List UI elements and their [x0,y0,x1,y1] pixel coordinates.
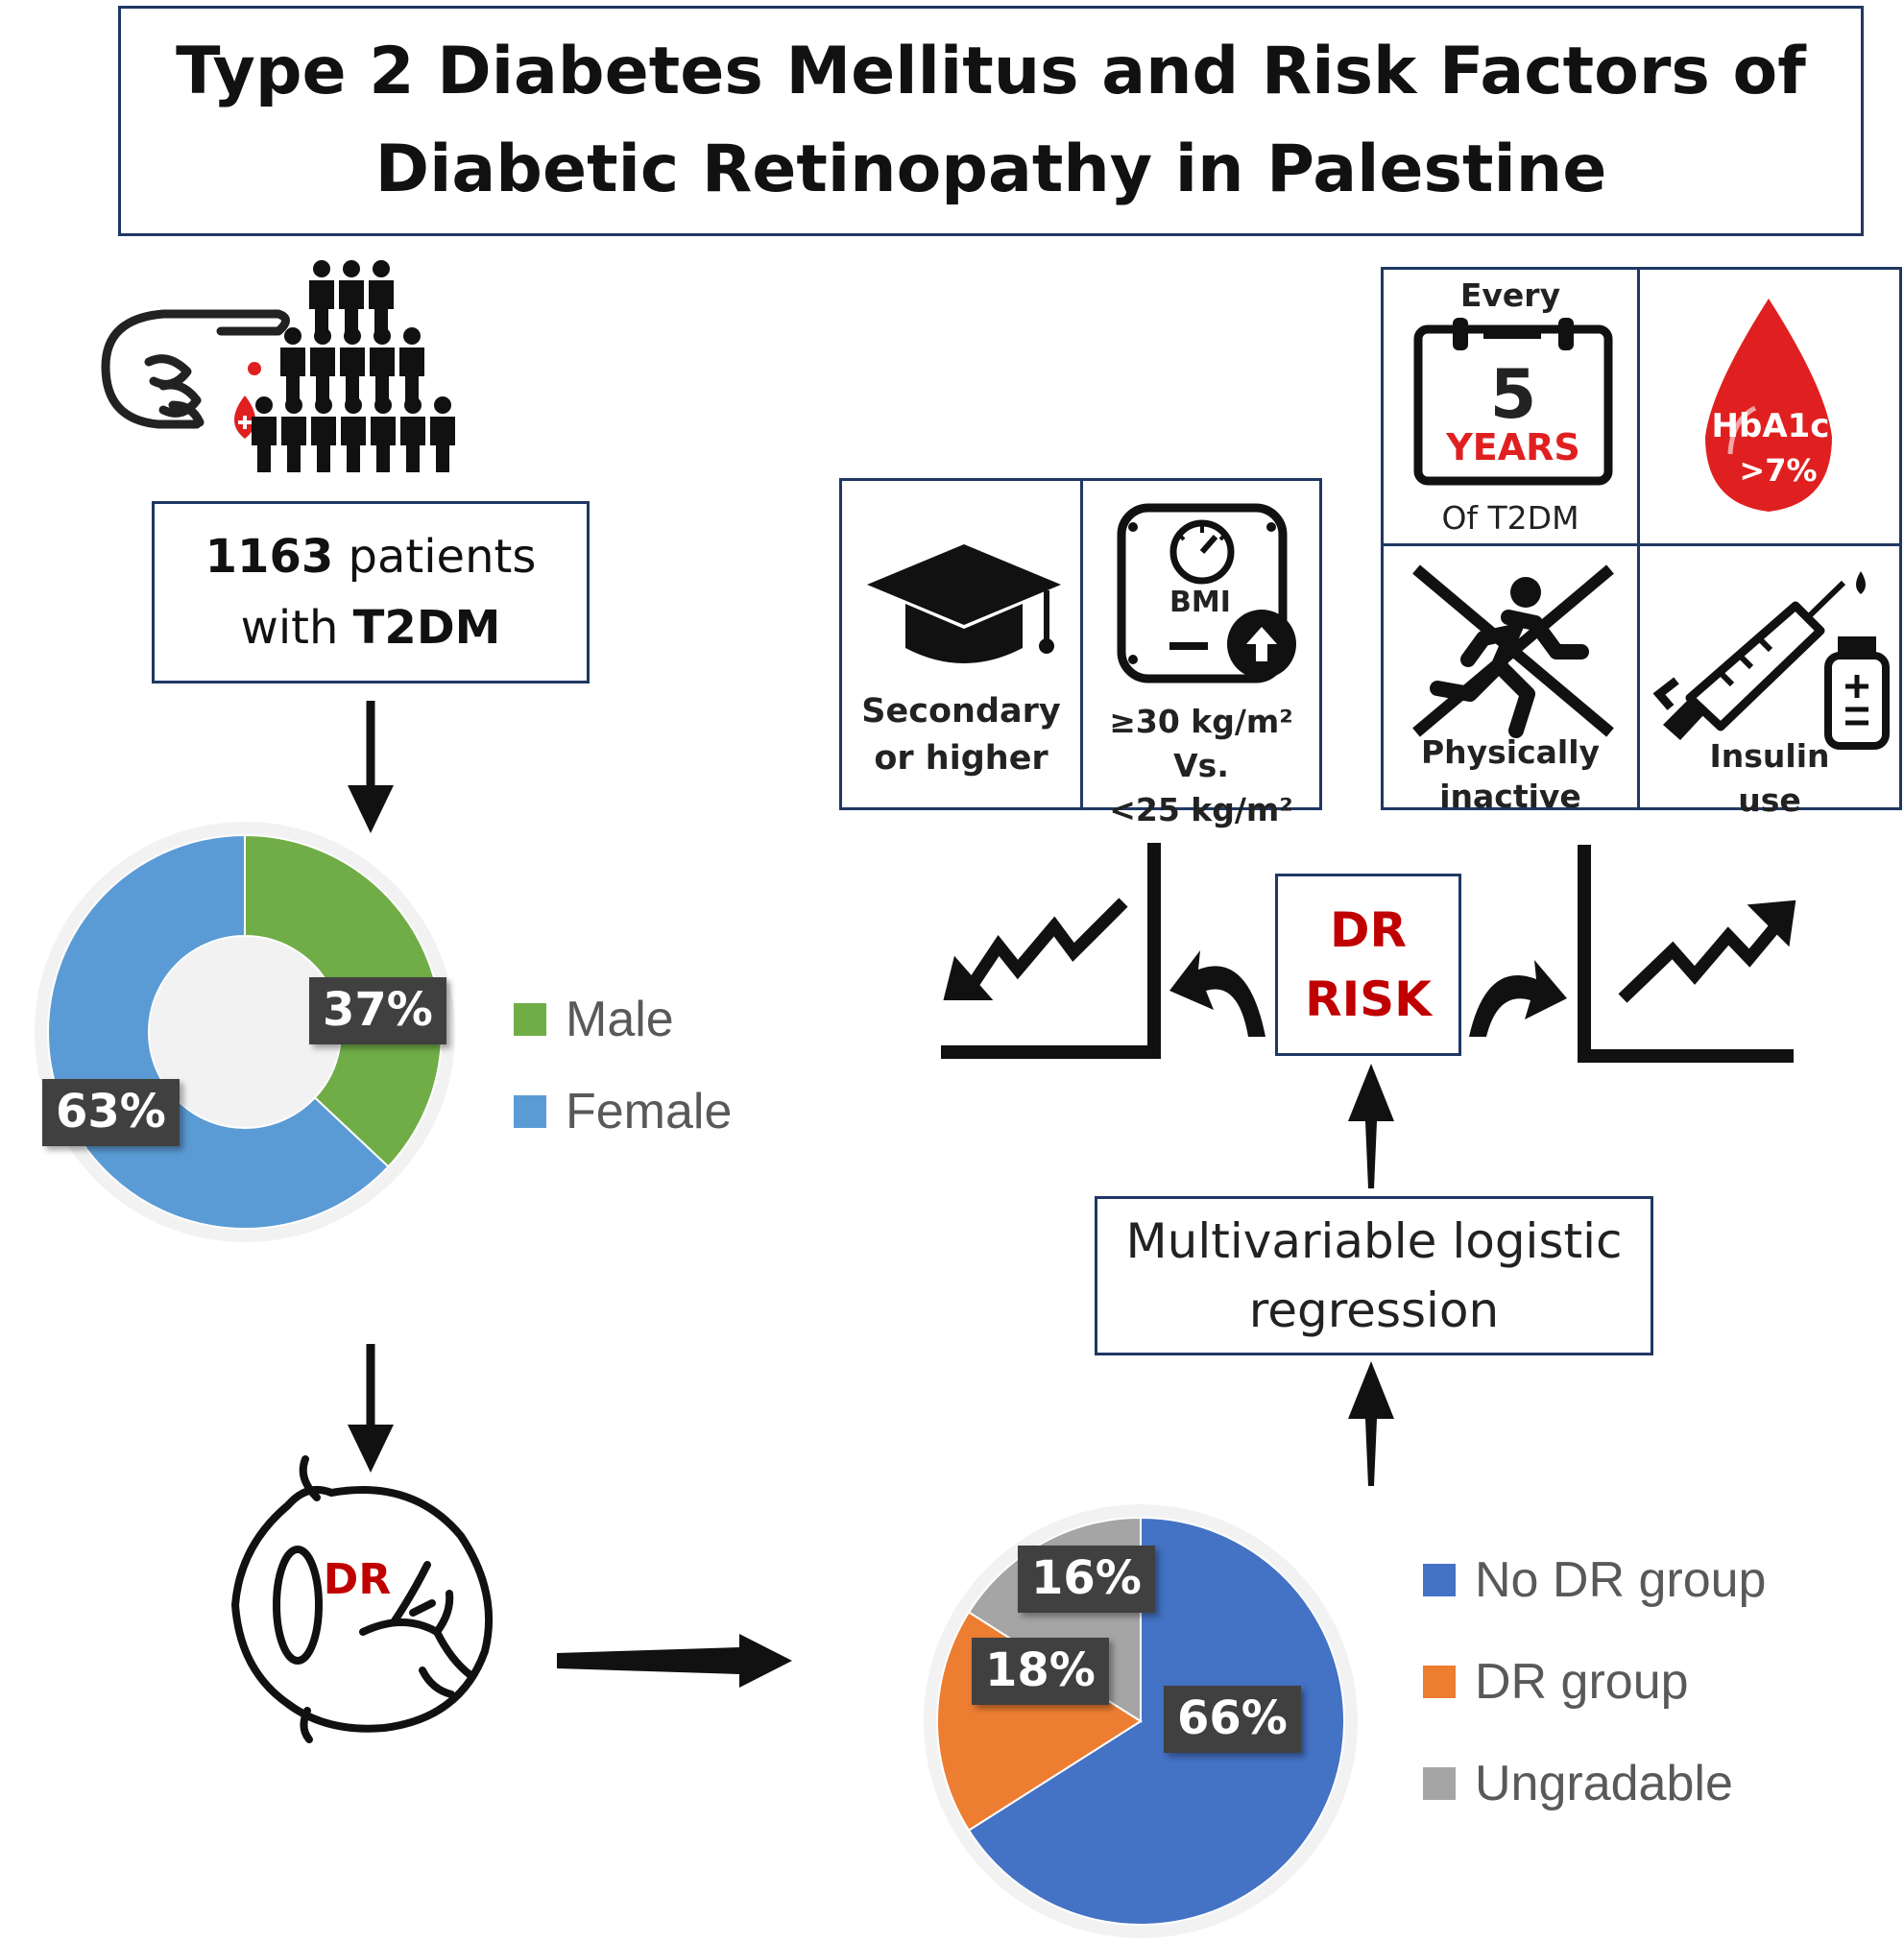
insulin-line-1: Insulin [1709,737,1830,775]
dr-slice-no-dr-group [967,1516,1345,1926]
blood-drop-hba1c-icon: HbA1c >7% [1705,299,1832,512]
curved-arrow-left [1169,950,1265,1037]
legend-male-swatch [514,1003,546,1036]
activity-line-2: inactive [1439,778,1581,816]
legend-female-label: Female [566,1084,733,1139]
gender-label-male: 37% [309,977,446,1044]
right-arrow-eye-to-pie [557,1634,792,1688]
education-line-2: or higher [874,739,1048,778]
duration-number: 5 [1490,355,1537,434]
bmi-line-1: ≥30 kg/m² Vs. [1109,703,1293,785]
patient-count: 1163 [205,529,334,584]
decreasing-trend-icon [941,843,1161,1059]
calendar-icon: 5 YEARS [1413,318,1613,486]
patients-box: 1163 patients with T2DM [152,501,590,683]
duration-bottom: Of T2DM [1441,499,1579,537]
gender-label-female: 63% [42,1079,180,1146]
finger-prick-icon [101,309,290,429]
legend-male: Male [514,991,674,1048]
bmi-icon-text: BMI [1169,586,1231,619]
legend-dr: DR group [1423,1653,1689,1711]
legend-ungradable-swatch [1423,1767,1456,1800]
patients-blood-test-icon [101,260,455,472]
legend-ungradable-label: Ungradable [1475,1756,1733,1811]
patients-text: patients [333,529,537,584]
eye-icon [230,1455,494,1743]
legend-no-dr-label: No DR group [1475,1552,1767,1608]
risk-hba1c-cell: HbA1c >7% [1637,267,1902,547]
bmi-scale-icon: BMI [1117,503,1296,683]
up-arrow-regression-to-risk [1348,1064,1394,1188]
legend-ungradable: Ungradable [1423,1755,1733,1812]
dr-risk-line-1: DR [1329,901,1407,958]
title-box: Type 2 Diabetes Mellitus and Risk Factor… [118,6,1864,236]
legend-no-dr: No DR group [1423,1551,1766,1609]
dr-label-dr-group: 18% [972,1638,1109,1705]
graduation-cap-icon [867,544,1061,663]
legend-female-swatch [514,1095,546,1128]
dr-risk-box: DR RISK [1275,874,1461,1056]
dr-risk-line-2: RISK [1305,971,1432,1027]
risk-activity-cell: Physically inactive [1381,543,1640,815]
down-arrow-2 [348,1344,394,1473]
legend-male-label: Male [566,992,674,1047]
people-crowd-icon [252,260,455,472]
education-line-1: Secondary [861,692,1061,731]
risk-duration-cell: Every 5 YEARS Of T2DM [1381,267,1640,547]
down-arrow-1 [348,701,394,833]
activity-line-1: Physically [1420,733,1601,771]
legend-female: Female [514,1083,732,1140]
risk-insulin-cell: Insulin use [1637,543,1902,819]
duration-top: Every [1459,276,1561,314]
duration-unit: YEARS [1445,426,1580,468]
with-text: with [240,601,353,655]
no-running-icon [1412,564,1614,738]
legend-dr-label: DR group [1475,1654,1689,1710]
regression-line-1: Multivariable logistic [1125,1212,1623,1269]
regression-line-2: regression [1248,1283,1500,1338]
legend-dr-swatch [1423,1666,1456,1698]
title-line-1: Type 2 Diabetes Mellitus and Risk Factor… [176,34,1806,109]
dr-label-ungradable: 16% [1018,1546,1155,1613]
bmi-line-2: <25 kg/m² [1109,791,1293,829]
risk-education-cell: Secondary or higher [839,478,1083,810]
hba1c-line-2: >7% [1739,452,1817,489]
curved-arrow-right [1469,960,1567,1037]
dr-label-no-dr-group: 66% [1164,1686,1301,1753]
regression-box: Multivariable logistic regression [1095,1196,1653,1355]
increasing-trend-icon [1578,845,1796,1063]
insulin-line-2: use [1738,781,1801,820]
eye-dr-label: DR [324,1555,391,1604]
risk-bmi-cell: BMI ≥30 kg/m² Vs. <25 kg/m² [1080,478,1322,828]
condition-text: T2DM [352,601,501,655]
legend-no-dr-swatch [1423,1564,1456,1596]
title-line-2: Diabetic Retinopathy in Palestine [374,132,1607,207]
up-arrow-pie-to-regression [1348,1361,1394,1486]
hba1c-line-1: HbA1c [1712,407,1830,445]
insulin-syringe-icon [1652,571,1890,750]
